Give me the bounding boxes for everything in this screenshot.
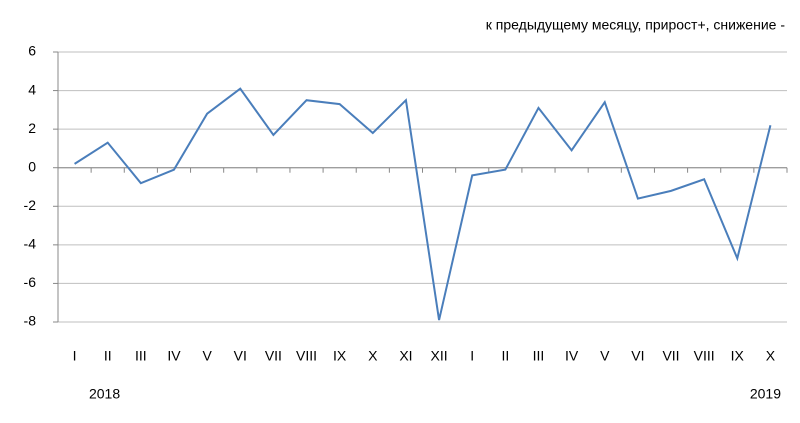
x-tick-label: V bbox=[600, 348, 610, 364]
x-tick-label: X bbox=[766, 348, 776, 364]
x-tick-label: X bbox=[368, 348, 378, 364]
x-tick-label: II bbox=[501, 348, 509, 364]
x-tick-label: II bbox=[104, 348, 112, 364]
year-label: 2019 bbox=[750, 386, 781, 402]
x-tick-label: III bbox=[135, 348, 147, 364]
data-line bbox=[74, 87, 772, 321]
x-tick-label: IV bbox=[167, 348, 181, 364]
year-label: 2018 bbox=[89, 386, 120, 402]
x-tick-label: XII bbox=[431, 348, 448, 364]
x-tick-label: V bbox=[202, 348, 212, 364]
x-tick-label: I bbox=[73, 348, 77, 364]
x-tick-label: VII bbox=[662, 348, 679, 364]
x-tick-label: VI bbox=[631, 348, 644, 364]
x-tick-label: I bbox=[470, 348, 474, 364]
x-tick-label: VIII bbox=[694, 348, 715, 364]
y-tick-label: 2 bbox=[28, 120, 36, 136]
x-tick-label: VII bbox=[265, 348, 282, 364]
y-tick-label: -6 bbox=[24, 274, 37, 290]
y-tick-label: -2 bbox=[24, 197, 37, 213]
x-tick-label: III bbox=[533, 348, 545, 364]
x-tick-label: VIII bbox=[296, 348, 317, 364]
y-tick-label: -4 bbox=[24, 236, 37, 252]
x-tick-label: IV bbox=[565, 348, 579, 364]
y-tick-label: 0 bbox=[28, 158, 36, 174]
chart-subtitle: к предыдущему месяцу, прирост+, снижение… bbox=[486, 17, 786, 33]
x-tick-label: IX bbox=[333, 348, 347, 364]
x-tick-label: IX bbox=[731, 348, 745, 364]
y-tick-label: 4 bbox=[28, 81, 36, 97]
x-tick-label: VI bbox=[234, 348, 247, 364]
x-tick-label: XI bbox=[399, 348, 412, 364]
y-tick-label: 6 bbox=[28, 43, 36, 59]
y-tick-label: -8 bbox=[24, 313, 37, 329]
